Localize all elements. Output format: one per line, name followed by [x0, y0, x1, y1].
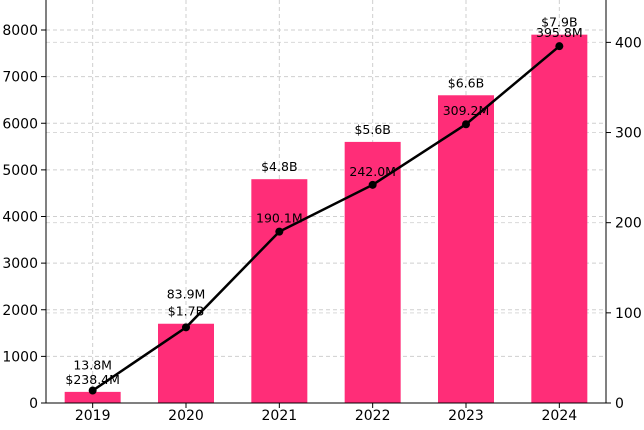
bar-value-label: $7.9B	[541, 15, 577, 30]
bar-value-label: $6.6B	[448, 75, 484, 90]
bar-value-label: $5.6B	[354, 122, 390, 137]
right-tick-label: 200	[615, 216, 642, 232]
line-value-label: 190.1M	[256, 211, 303, 226]
line-point	[555, 42, 564, 51]
bar-value-label: $4.8B	[261, 159, 297, 174]
bar	[531, 34, 588, 403]
line-path	[91, 45, 561, 392]
line-value-label: 395.8M	[536, 25, 583, 40]
bar	[64, 391, 121, 403]
bar-value-label: $238.4M	[65, 372, 120, 387]
x-tick-label: 2023	[448, 408, 484, 424]
left-tick-label: 3000	[2, 256, 38, 272]
left-tick-label: 4000	[2, 210, 38, 226]
left-tick-label: 2000	[2, 303, 38, 319]
line-point	[275, 227, 284, 236]
x-tick-label: 2024	[542, 408, 578, 424]
line-point	[88, 386, 97, 395]
bar	[251, 179, 308, 403]
right-tick-label: 0	[615, 396, 624, 412]
axes	[41, 0, 611, 408]
left-tick-label: 1000	[2, 349, 38, 365]
left-tick-label: 7000	[2, 70, 38, 86]
line-point	[368, 180, 377, 189]
bar	[158, 323, 214, 403]
line-value-label: 309.2M	[443, 103, 490, 118]
line-point	[182, 323, 190, 332]
tick-labels: 0 1000 2000 3000 4000 5000 6000 7000 8000 0 100 200…	[2, 23, 641, 424]
line-value-label: 13.8M	[73, 358, 112, 373]
x-tick-label: 2019	[75, 408, 111, 424]
left-tick-label: 5000	[2, 163, 38, 179]
right-tick-label: 300	[615, 126, 642, 142]
line-value-label: 242.0M	[349, 164, 396, 179]
left-tick-label: 8000	[2, 23, 38, 39]
left-tick-label: 6000	[2, 116, 38, 132]
bar	[438, 95, 494, 404]
line-value-label: 83.9M	[167, 286, 206, 301]
grid	[46, 0, 606, 404]
right-tick-label: 400	[615, 35, 642, 51]
line-series	[88, 42, 564, 395]
x-tick-label: 2022	[355, 408, 391, 424]
bar-value-label: $1.7B	[168, 304, 204, 319]
x-tick-label: 2021	[262, 408, 298, 424]
bar-series	[64, 34, 588, 404]
left-tick-label: 0	[29, 396, 38, 412]
line-point	[462, 120, 470, 129]
data-labels: $238.4M $1.7B $4.8B $5.6B $6.6B $7.9B 13.8M 83.…	[65, 15, 582, 387]
x-tick-label: 2020	[168, 408, 204, 424]
right-tick-label: 100	[615, 306, 642, 322]
